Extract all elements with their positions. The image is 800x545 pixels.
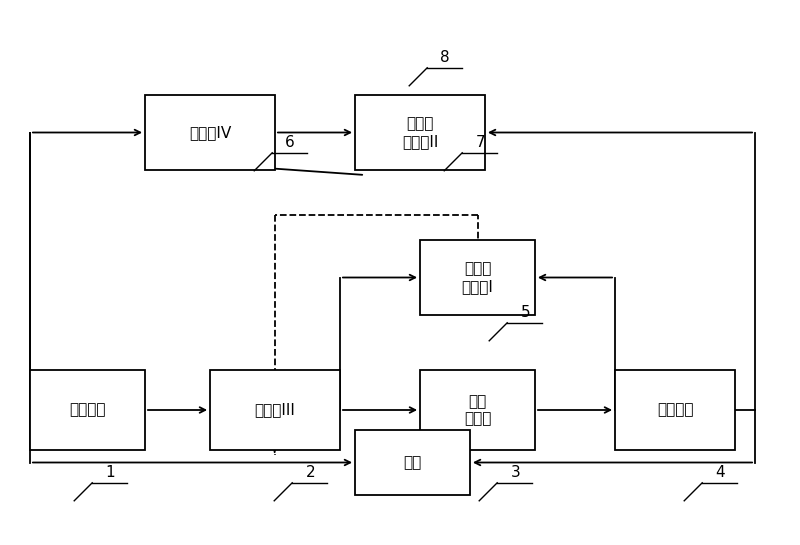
Bar: [420, 240, 535, 315]
Text: 自适应
滤波器I: 自适应 滤波器I: [462, 261, 494, 294]
Bar: [355, 430, 470, 495]
Text: 8: 8: [440, 50, 450, 65]
Text: 参考信号: 参考信号: [70, 403, 106, 417]
Text: 6: 6: [286, 135, 295, 150]
Text: 3: 3: [510, 465, 520, 480]
Text: 5: 5: [520, 305, 530, 320]
Bar: [615, 370, 735, 450]
Text: 电液
伺服器: 电液 伺服器: [464, 394, 491, 426]
Text: 延时: 延时: [403, 455, 422, 470]
Text: 响应信号: 响应信号: [657, 403, 694, 417]
Text: 7: 7: [475, 135, 485, 150]
Text: 4: 4: [715, 465, 725, 480]
Text: 滤波器IV: 滤波器IV: [189, 125, 231, 140]
Text: 自适应
滤波器II: 自适应 滤波器II: [402, 116, 438, 149]
Text: 滤波器III: 滤波器III: [254, 403, 295, 417]
Text: 2: 2: [306, 465, 315, 480]
Bar: [210, 370, 340, 450]
Bar: [30, 370, 145, 450]
Bar: [145, 95, 275, 170]
Bar: [420, 370, 535, 450]
Bar: [355, 95, 485, 170]
Text: 1: 1: [106, 465, 115, 480]
